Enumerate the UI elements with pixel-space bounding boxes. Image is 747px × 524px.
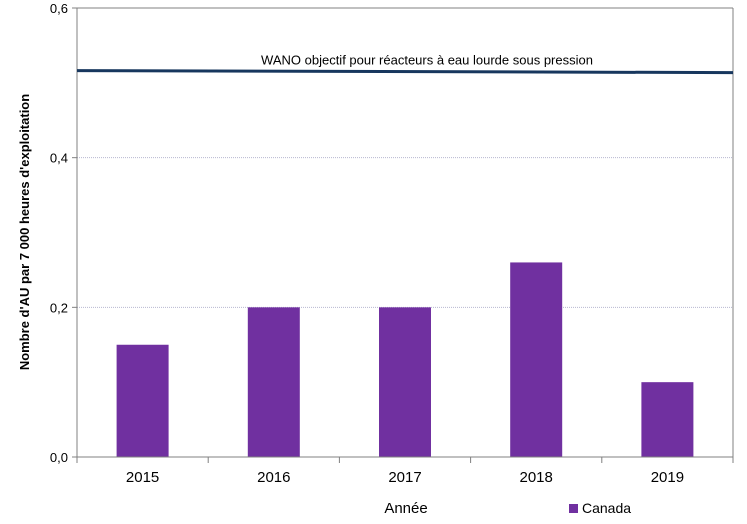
x-axis-title: Année <box>384 500 427 517</box>
y-tick-label: 0,0 <box>50 450 68 465</box>
axes <box>76 8 734 458</box>
bar <box>247 307 300 457</box>
reference-line <box>76 69 734 75</box>
reference-line-group: WANO objectif pour réacteurs à eau lourd… <box>76 53 734 75</box>
x-tick-label: 2015 <box>126 469 159 486</box>
y-tick-label: 0,2 <box>50 300 68 315</box>
legend-label: Canada <box>582 500 631 516</box>
bar <box>641 382 694 457</box>
bars <box>116 262 694 457</box>
y-axis-title: Nombre d'AU par 7 000 heures d'exploitat… <box>17 94 32 370</box>
y-tick-label: 0,4 <box>50 151 68 166</box>
bar <box>510 262 563 457</box>
reference-line-label: WANO objectif pour réacteurs à eau lourd… <box>261 53 593 68</box>
x-tick-label: 2017 <box>388 469 421 486</box>
y-tick-label: 0,6 <box>50 1 68 16</box>
x-tick-label: 2019 <box>651 469 684 486</box>
legend-swatch <box>569 504 578 513</box>
bar <box>379 307 431 457</box>
legend: Canada <box>569 500 631 516</box>
y-ticks: 0,0 0,2 0,4 0,6 <box>50 1 77 465</box>
x-tick-label: 2016 <box>257 469 290 486</box>
bar <box>116 344 169 457</box>
x-tick-label: 2018 <box>520 469 553 486</box>
x-ticks: 2015 2016 2017 2018 2019 <box>76 457 734 486</box>
